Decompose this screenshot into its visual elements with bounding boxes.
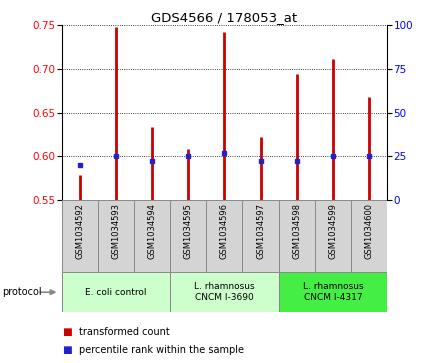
Text: L. rhamnosus
CNCM I-4317: L. rhamnosus CNCM I-4317 [303,282,363,302]
Text: GSM1034597: GSM1034597 [256,203,265,259]
Bar [206,200,242,272]
Text: ■: ■ [62,345,71,355]
Text: GSM1034599: GSM1034599 [328,203,337,259]
Text: GSM1034593: GSM1034593 [111,203,121,259]
Bar [98,200,134,272]
Text: L. rhamnosus
CNCM I-3690: L. rhamnosus CNCM I-3690 [194,282,255,302]
Bar [315,200,351,272]
Bar [62,200,98,272]
Bar [351,200,387,272]
Bar [242,200,279,272]
Text: GSM1034594: GSM1034594 [147,203,157,259]
Bar [62,272,170,312]
Text: GSM1034595: GSM1034595 [184,203,193,259]
Text: protocol: protocol [2,287,42,297]
Bar [134,200,170,272]
Text: E. coli control: E. coli control [85,288,147,297]
Text: ■: ■ [62,327,71,337]
Text: GSM1034596: GSM1034596 [220,203,229,259]
Bar [279,272,387,312]
Text: GSM1034598: GSM1034598 [292,203,301,259]
Text: GSM1034592: GSM1034592 [75,203,84,259]
Title: GDS4566 / 178053_at: GDS4566 / 178053_at [151,11,297,24]
Bar [170,200,206,272]
Text: percentile rank within the sample: percentile rank within the sample [79,345,244,355]
Text: transformed count: transformed count [79,327,170,337]
Bar [170,272,279,312]
Text: GSM1034600: GSM1034600 [365,203,374,259]
Bar [279,200,315,272]
